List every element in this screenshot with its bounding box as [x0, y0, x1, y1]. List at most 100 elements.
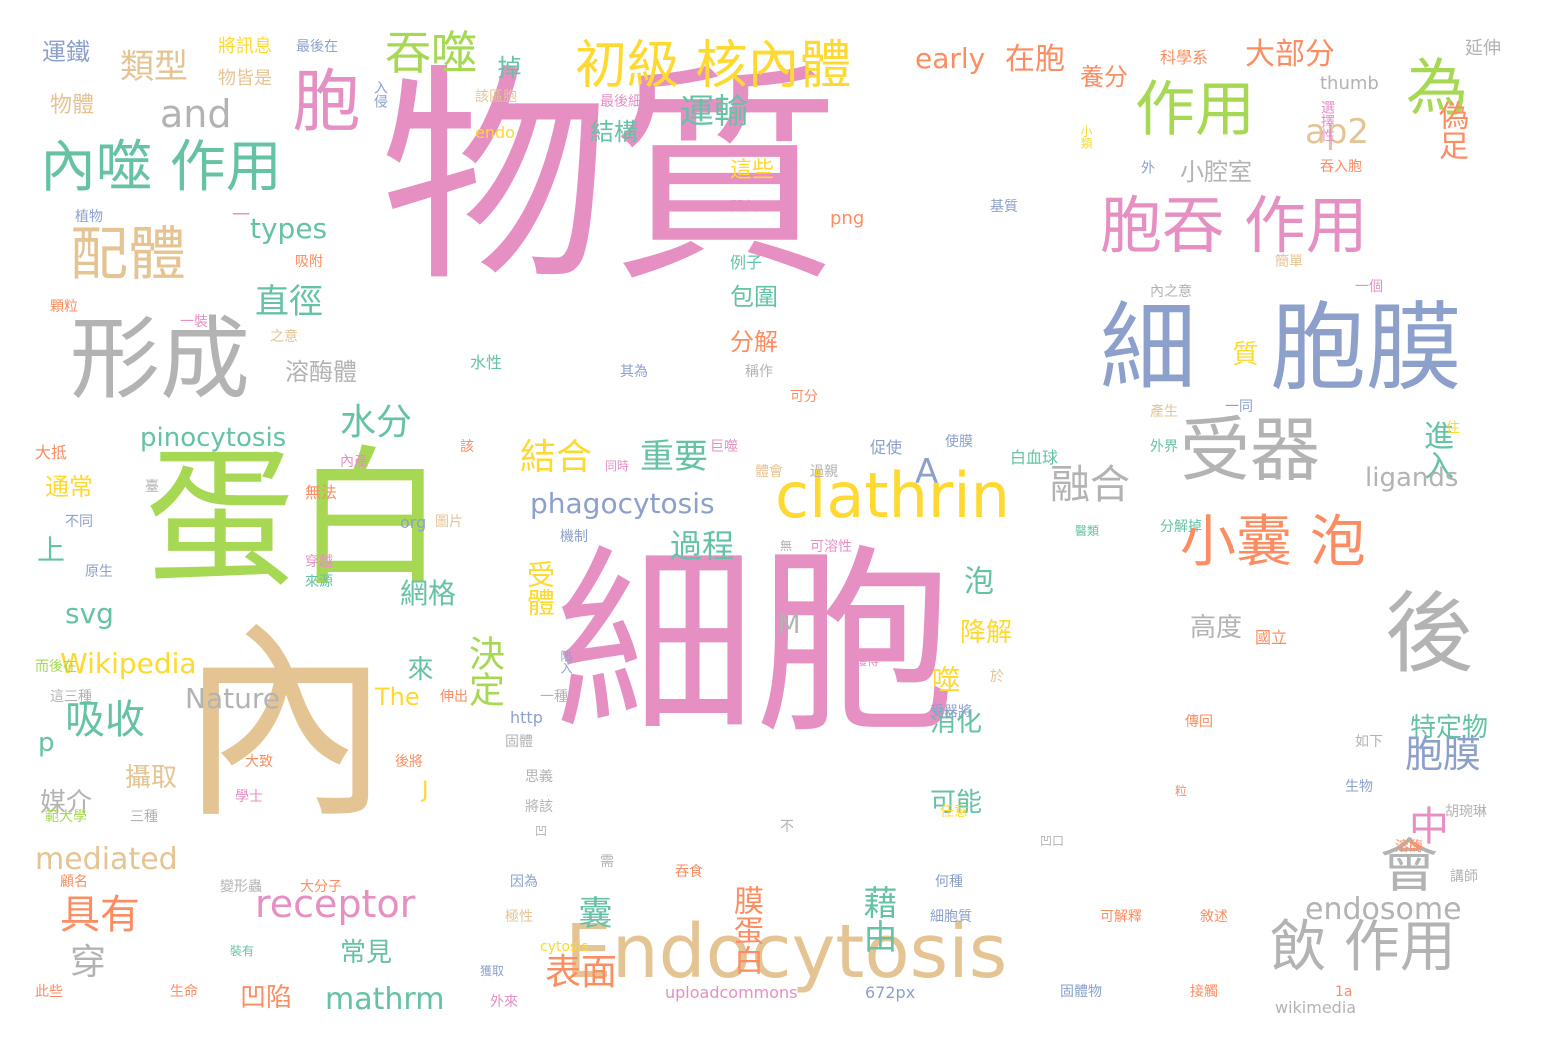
cloud-word: 這些 — [730, 158, 775, 183]
cloud-word: 外來 — [490, 994, 518, 1010]
cloud-word: 類型 — [120, 47, 188, 87]
cloud-word: 外界 — [1150, 439, 1178, 455]
cloud-word: 同時 — [605, 459, 630, 473]
cloud-word: 常見 — [340, 938, 393, 968]
cloud-word: 包圍 — [730, 283, 778, 311]
cloud-word: pinocytosis — [140, 423, 287, 453]
cloud-word: mathrm — [325, 982, 445, 1017]
cloud-word: 吞食 — [675, 864, 703, 880]
cloud-word: 物皆是 — [218, 68, 272, 89]
cloud-word: 表面 — [545, 952, 618, 993]
cloud-word: 細胞 — [555, 528, 956, 761]
cloud-word: uploadcommons — [665, 983, 798, 1002]
cloud-word: 胞 — [280, 65, 359, 133]
cloud-word: 來源 — [305, 574, 333, 590]
cloud-word: 三種 — [130, 809, 158, 825]
cloud-word: 顧名 — [60, 874, 88, 890]
cloud-word: 水性 — [470, 353, 503, 372]
cloud-word: 學士 — [235, 789, 263, 805]
cloud-word: 住 — [1444, 420, 1460, 434]
cloud-word: 變形蟲 — [220, 879, 262, 895]
cloud-word: 配體 — [70, 220, 187, 288]
cloud-word: svg — [65, 597, 114, 630]
cloud-word: 最後細 — [600, 94, 642, 110]
cloud-word: Wikipedia — [60, 647, 197, 680]
cloud-word: 形成 — [70, 307, 250, 412]
cloud-word: 作用 — [1135, 75, 1255, 145]
cloud-word: 通常 — [45, 473, 93, 501]
cloud-word: phagocytosis — [530, 487, 715, 520]
cloud-word: 胞吞 作用 — [1100, 189, 1368, 262]
cloud-word: 溶酶體 — [285, 358, 357, 386]
cloud-word: 一個 — [1355, 279, 1383, 295]
cloud-word: 生物 — [1345, 779, 1373, 795]
cloud-word: 會 — [1370, 835, 1438, 893]
cloud-word: 胞膜 — [1270, 292, 1462, 404]
cloud-word: p — [38, 728, 55, 758]
cloud-word: 一裝 — [180, 314, 208, 330]
cloud-word: 重要 — [640, 437, 708, 477]
cloud-word: 藉由 — [857, 885, 897, 953]
cloud-word: endosome — [1305, 892, 1462, 927]
cloud-word: 裝有 — [230, 944, 255, 958]
cloud-word: 進入 — [1418, 420, 1453, 480]
cloud-word: 講師 — [1450, 869, 1478, 885]
cloud-word: 機制 — [560, 529, 588, 545]
cloud-word: 何種 — [935, 874, 963, 890]
cloud-word: 將訊息 — [218, 36, 272, 57]
cloud-word: 融合 — [1050, 462, 1130, 508]
cloud-word: 稱作 — [745, 364, 773, 380]
cloud-word: 吸附 — [295, 254, 323, 270]
cloud-word: 產生 — [1150, 404, 1178, 420]
cloud-word: 胡琬琳 — [1445, 804, 1487, 820]
cloud-word: 672px — [865, 983, 916, 1002]
cloud-word: 蛋白 — [145, 433, 446, 607]
cloud-word: 小腔室 — [1180, 158, 1252, 186]
cloud-word: 顆粒 — [50, 299, 78, 315]
cloud-word: 大致 — [245, 754, 273, 770]
cloud-word: 敘述 — [1200, 909, 1228, 925]
cloud-word: 上 — [33, 535, 66, 563]
cloud-word: 結構 — [590, 118, 638, 146]
cloud-word: 凹入 — [730, 199, 758, 215]
cloud-word: 物體 — [50, 93, 95, 118]
cloud-word: 生命 — [170, 984, 198, 1000]
cloud-word: 受體 — [523, 560, 556, 616]
cloud-word: 而後在 — [35, 659, 77, 675]
cloud-word: 在胞 — [1005, 42, 1065, 77]
cloud-word: 大分子 — [300, 879, 342, 895]
cloud-word: 可分 — [790, 389, 818, 405]
cloud-word: 將該 — [525, 799, 553, 815]
cloud-word: 小類 — [1079, 125, 1093, 149]
cloud-word: 凹 — [535, 824, 548, 838]
cloud-word: 基質 — [990, 199, 1018, 215]
cloud-word: 思義 — [525, 769, 553, 785]
cloud-word: 胞膜 — [1405, 732, 1482, 776]
cloud-word: 偽足 — [1433, 100, 1468, 160]
cloud-word: 1a — [1335, 984, 1353, 1000]
cloud-word: early — [915, 42, 986, 75]
cloud-word: 內之意 — [1150, 284, 1192, 300]
cloud-word: 中 — [1402, 805, 1448, 845]
cloud-word: endo — [475, 123, 515, 142]
cloud-word: 水分 — [340, 402, 413, 443]
cloud-word: 之意 — [270, 329, 298, 345]
cloud-word: 凹陷 — [240, 983, 293, 1013]
cloud-word: 不同 — [65, 514, 93, 530]
cloud-word: 後將 — [395, 754, 423, 770]
cloud-word: 外 — [1139, 160, 1155, 174]
cloud-word: 細胞質 — [930, 909, 972, 925]
cloud-word: 粒 — [1175, 784, 1188, 798]
cloud-word: 細 — [1100, 292, 1196, 404]
cloud-word: 因為 — [510, 874, 538, 890]
cloud-word: 內噬 作用 — [40, 135, 282, 200]
cloud-word: 特定物 — [1410, 713, 1489, 743]
cloud-word: org — [400, 513, 427, 532]
cloud-word: 最後在 — [296, 39, 338, 55]
cloud-word: 噬 — [928, 665, 961, 693]
cloud-word: 養分 — [1080, 63, 1128, 91]
cloud-word: A — [915, 452, 939, 492]
cloud-word: http — [510, 708, 543, 727]
cloud-word: 膜蛋白 — [728, 885, 763, 975]
